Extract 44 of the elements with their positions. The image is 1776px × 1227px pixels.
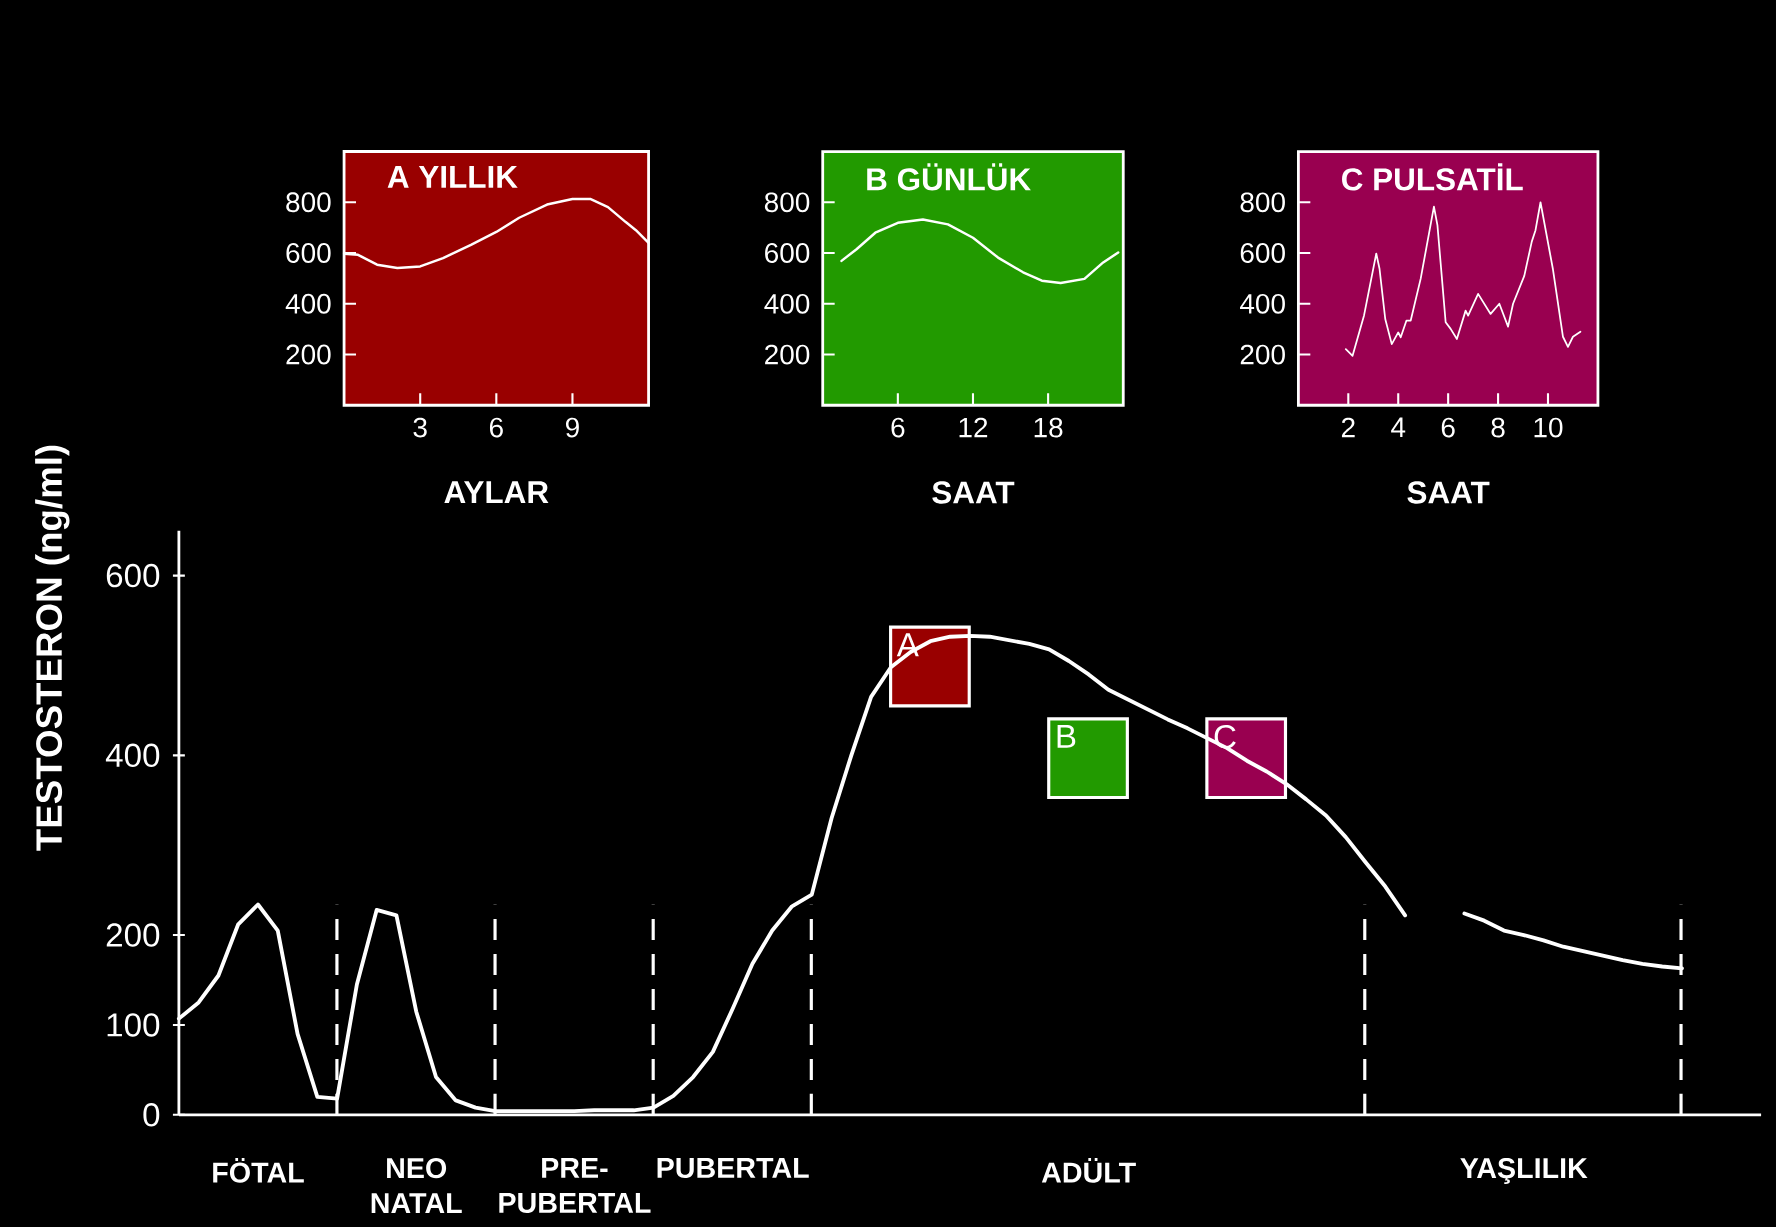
x-tick-label: 18	[1034, 417, 1063, 438]
y-tick-label: 200	[765, 344, 810, 365]
y-tick-label: 800	[764, 192, 810, 213]
x-tick-label: 6	[891, 417, 905, 438]
chart-title: B GÜNLÜK	[867, 163, 1031, 191]
x-tick-label: NEO NATAL	[371, 1157, 462, 1213]
x-axis-title: SAAT	[1407, 481, 1490, 504]
x-tick-label: PRE-PUBERTAL	[499, 1157, 651, 1213]
y-tick-label: 600	[106, 563, 160, 588]
y-tick-label: 0	[143, 1102, 160, 1127]
y-tick-label: 800	[1240, 192, 1285, 213]
x-tick-label: ADÜLT	[1041, 1157, 1136, 1183]
y-tick-label: 600	[286, 243, 331, 263]
x-tick-label: 4	[1391, 417, 1406, 437]
x-tick-label: 2	[1341, 417, 1355, 438]
y-tick-label: 600	[1240, 243, 1285, 263]
x-tick-label: 8	[1491, 417, 1505, 438]
x-tick-label: 9	[565, 417, 579, 438]
x-tick-label: 3	[413, 417, 427, 438]
y-tick-label: 400	[1240, 293, 1285, 314]
chart-title: C PULSATİL	[1342, 163, 1523, 191]
x-tick-label: 12	[959, 417, 988, 438]
y-tick-label: 400	[285, 293, 331, 314]
x-axis-title: AYLAR	[444, 481, 549, 503]
y-tick-label: 200	[1240, 344, 1285, 365]
x-axis-title: SAAT	[932, 481, 1015, 504]
y-tick-label: 100	[107, 1013, 160, 1037]
x-tick-label: 6	[1441, 417, 1455, 438]
x-tick-label: 6	[489, 417, 503, 438]
y-tick-label: 400	[105, 743, 160, 767]
y-tick-label: 800	[286, 192, 331, 213]
x-tick-label: PUBERTAL	[657, 1157, 809, 1178]
line-series	[1344, 201, 1582, 357]
y-tick-label: 200	[286, 344, 331, 365]
x-tick-label: YAŞLILIK	[1460, 1157, 1588, 1184]
x-tick-label: 10	[1534, 417, 1563, 438]
y-axis-title: TESTOSTERON (ng/ml)	[35, 445, 70, 851]
annotation: B	[1057, 724, 1076, 748]
chart-title: A YILLIK	[387, 165, 518, 188]
line-series	[840, 218, 1120, 285]
y-tick-label: 200	[106, 923, 160, 947]
x-tick-label: FÖTAL	[213, 1157, 304, 1183]
y-tick-label: 600	[765, 243, 810, 263]
y-tick-label: 400	[764, 293, 810, 314]
